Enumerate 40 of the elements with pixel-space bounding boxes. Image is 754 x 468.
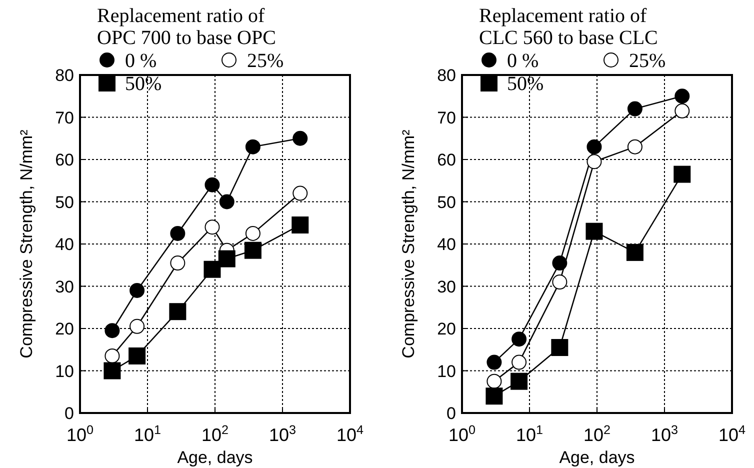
y-tick-label: 60 [55,150,74,170]
legend-title: Replacement ratio of CLC 560 to base CLC [479,5,658,49]
legend-title: Replacement ratio of OPC 700 to base OPC [97,5,276,49]
y-tick-label: 80 [55,66,74,85]
x-tick-label: 10$^{1}$ [516,423,544,445]
y-tick-label: 60 [437,150,456,170]
legend-label: 25% [629,50,666,72]
y-tick-label: 0 [64,404,74,423]
legend-label: 0 % [125,50,157,72]
x-tick-label: 10$^{3}$ [650,423,678,445]
x-tick-label: 10$^{1}$ [134,423,162,445]
legend-label: 25% [247,50,284,72]
x-axis-title: Age, days [177,448,253,467]
y-tick-label: 50 [437,192,456,212]
x-tick-label: 10$^{3}$ [268,423,296,445]
y-axis-title: Compressive Strength, N/mm² [17,129,36,358]
y-tick-label: 80 [437,66,456,85]
x-axis-title: Age, days [559,448,635,467]
y-tick-label: 20 [55,320,74,338]
x-tick-label: 10$^{0}$ [66,423,94,445]
x-tick-label: 10$^{2}$ [201,423,229,445]
y-axis-title: Compressive Strength, N/mm² [399,129,418,358]
y-tick-label: 50 [55,192,74,212]
x-tick-label: 10$^{2}$ [583,423,611,445]
y-tick-label: 30 [55,277,74,296]
y-tick-label: 20 [437,320,456,338]
legend-label: 50% [125,73,162,95]
y-tick-label: 0 [446,404,456,423]
x-tick-label: 10$^{4}$ [718,423,746,445]
y-tick-label: 40 [55,235,74,254]
y-tick-label: 10 [55,362,74,381]
legend-label: 0 % [507,50,539,72]
y-tick-label: 70 [437,108,456,128]
y-tick-label: 70 [55,108,74,128]
x-tick-label: 10$^{4}$ [336,423,364,445]
legend-label: 50% [507,73,544,95]
y-tick-label: 40 [437,235,456,254]
y-tick-label: 30 [437,277,456,296]
x-tick-label: 10$^{0}$ [448,423,476,445]
y-tick-label: 10 [437,362,456,381]
